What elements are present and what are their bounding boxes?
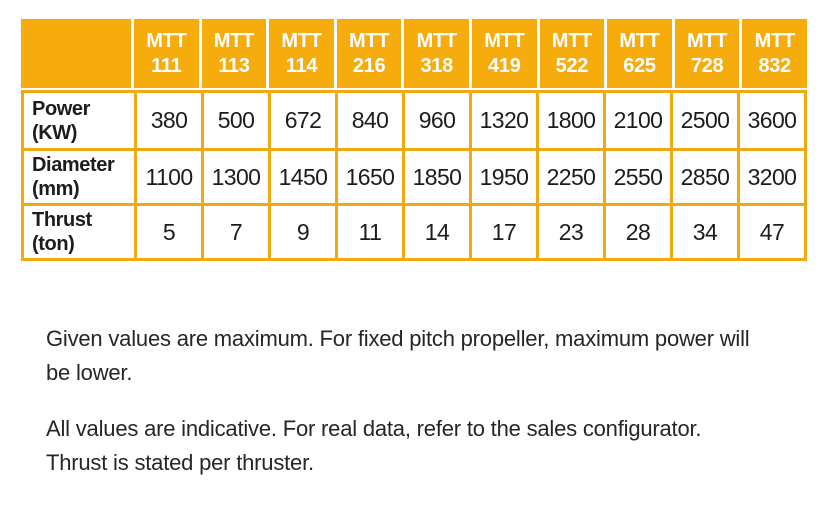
column-header-line: 728 — [690, 54, 724, 77]
column-header-line: 625 — [623, 54, 656, 77]
column-header-line: 522 — [555, 54, 589, 77]
row-label-line: Diameter — [32, 154, 115, 176]
column-header-mtt-318: MTT 318 — [401, 19, 469, 88]
column-header-line: 419 — [488, 54, 521, 77]
value-cell: 14 — [402, 203, 469, 258]
value-cell: 5 — [134, 203, 201, 258]
row-label-thrust: Thrust (ton) — [24, 203, 134, 258]
column-header-mtt-113: MTT 113 — [198, 19, 267, 88]
value-cell: 840 — [335, 93, 402, 148]
value-cell: 1800 — [536, 93, 603, 148]
column-header-line: MTT — [686, 29, 728, 52]
row-label-diameter: Diameter (mm) — [24, 148, 134, 203]
column-header-line: MTT — [146, 29, 187, 52]
value-cell: 47 — [737, 203, 804, 258]
value-cell: 380 — [134, 93, 201, 148]
column-header-line: MTT — [754, 29, 796, 52]
value-cell: 960 — [402, 93, 469, 148]
column-header-mtt-832: MTT 832 — [739, 19, 807, 88]
value-cell: 2100 — [603, 93, 670, 148]
value-cell: 3200 — [737, 148, 804, 203]
column-header-line: MTT — [619, 29, 660, 52]
value-cell: 500 — [201, 93, 268, 148]
notes-section: Given values are maximum. For fixed pitc… — [46, 322, 750, 480]
column-header-line: MTT — [551, 29, 593, 52]
column-header-mtt-522: MTT 522 — [536, 19, 605, 88]
column-header-mtt-216: MTT 216 — [333, 19, 402, 88]
row-label-line: (ton) — [32, 233, 75, 255]
column-header-mtt-111: MTT 111 — [131, 19, 199, 88]
column-header-line: 216 — [352, 54, 386, 77]
column-header-mtt-419: MTT 419 — [468, 19, 537, 88]
column-header-mtt-728: MTT 728 — [671, 19, 740, 88]
row-label-line: Thrust — [32, 209, 92, 231]
value-cell: 1450 — [268, 148, 335, 203]
note-indicative-values: All values are indicative. For real data… — [46, 412, 750, 480]
value-cell: 28 — [603, 203, 670, 258]
column-header-line: 832 — [758, 54, 791, 77]
column-header-line: MTT — [484, 29, 525, 52]
column-header-mtt-114: MTT 114 — [266, 19, 334, 88]
row-label-line: (KW) — [32, 121, 78, 144]
note-maximum-values: Given values are maximum. For fixed pitc… — [46, 322, 750, 390]
value-cell: 11 — [335, 203, 402, 258]
value-cell: 2250 — [536, 148, 603, 203]
column-header-line: 111 — [151, 54, 182, 77]
column-header-line: MTT — [416, 29, 458, 52]
column-header-mtt-625: MTT 625 — [604, 19, 672, 88]
value-cell: 2550 — [603, 148, 670, 203]
table-body: Power (KW) 380 500 672 840 960 1320 1800… — [21, 90, 807, 261]
value-cell: 1950 — [469, 148, 536, 203]
column-header-line: 318 — [420, 54, 453, 77]
row-label-line: (mm) — [32, 178, 80, 200]
row-label-line: Power — [32, 97, 91, 120]
note-line: Thrust is stated per thruster. — [46, 450, 314, 475]
value-cell: 1300 — [201, 148, 268, 203]
note-line: be lower. — [46, 360, 133, 385]
value-cell: 672 — [268, 93, 335, 148]
column-header-line: MTT — [348, 29, 390, 52]
column-header-line: MTT — [281, 29, 322, 52]
value-cell: 3600 — [737, 93, 804, 148]
thruster-spec-table: MTT 111 MTT 113 MTT 114 MTT 216 MTT 318 … — [21, 19, 807, 261]
value-cell: 34 — [670, 203, 737, 258]
column-header-line: MTT — [213, 29, 255, 52]
note-line: All values are indicative. For real data… — [46, 416, 702, 441]
row-label-power: Power (KW) — [24, 93, 134, 148]
value-cell: 2500 — [670, 93, 737, 148]
value-cell: 1320 — [469, 93, 536, 148]
value-cell: 1100 — [134, 148, 201, 203]
column-header-line: 114 — [285, 54, 318, 77]
table-header-row: MTT 111 MTT 113 MTT 114 MTT 216 MTT 318 … — [21, 19, 807, 88]
value-cell: 2850 — [670, 148, 737, 203]
value-cell: 23 — [536, 203, 603, 258]
note-line: Given values are maximum. For fixed pitc… — [46, 326, 750, 351]
value-cell: 17 — [469, 203, 536, 258]
value-cell: 1850 — [402, 148, 469, 203]
value-cell: 1650 — [335, 148, 402, 203]
column-header-line: 113 — [218, 54, 250, 77]
corner-cell — [21, 19, 131, 88]
value-cell: 7 — [201, 203, 268, 258]
value-cell: 9 — [268, 203, 335, 258]
